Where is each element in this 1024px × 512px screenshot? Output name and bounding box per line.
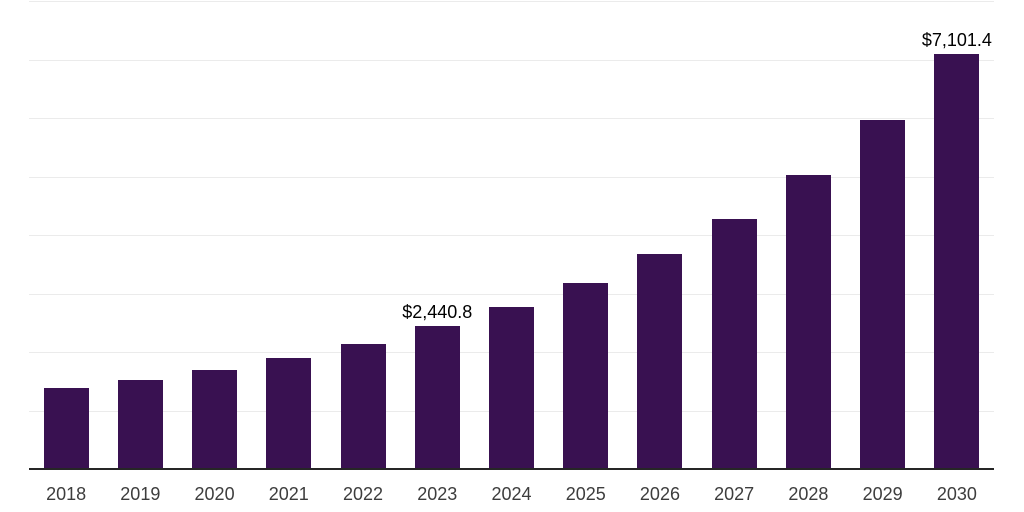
x-tick-2027: 2027: [714, 484, 755, 504]
x-tick-2022: 2022: [343, 484, 384, 504]
bar-2019: [117, 380, 163, 469]
gridline: [29, 293, 994, 295]
bar-2025: [563, 282, 609, 469]
bar-2021: [266, 357, 312, 469]
x-tick-2024: 2024: [491, 484, 532, 504]
bar-2018: [43, 388, 89, 469]
data-label-2023: $2,440.8: [402, 302, 473, 323]
bar-2027: [711, 218, 757, 469]
x-tick-2018: 2018: [46, 484, 87, 504]
gridline: [29, 118, 994, 119]
bar-2024: [489, 306, 534, 469]
bar-2020: [192, 369, 238, 469]
x-tick-2020: 2020: [194, 484, 235, 504]
bar-2029: [860, 119, 906, 469]
bar-2022: [340, 343, 386, 469]
x-tick-2026: 2026: [639, 484, 680, 504]
data-label-2030: $7,101.4: [921, 29, 992, 50]
x-tick-2029: 2029: [862, 484, 903, 504]
bar-2026: [637, 253, 683, 469]
x-tick-2028: 2028: [788, 484, 829, 504]
gridline: [29, 176, 994, 178]
gridline: [29, 59, 994, 61]
gridline: [29, 1, 994, 2]
x-tick-2030: 2030: [936, 484, 977, 504]
x-axis-line: [29, 468, 994, 470]
bar-2023: [414, 326, 460, 469]
bar-2030: [934, 53, 980, 469]
gridline: [29, 235, 994, 236]
x-tick-2019: 2019: [120, 484, 161, 504]
x-tick-2025: 2025: [565, 484, 606, 504]
bar-2028: [785, 175, 831, 469]
x-tick-2021: 2021: [268, 484, 309, 504]
x-tick-2023: 2023: [417, 484, 458, 504]
